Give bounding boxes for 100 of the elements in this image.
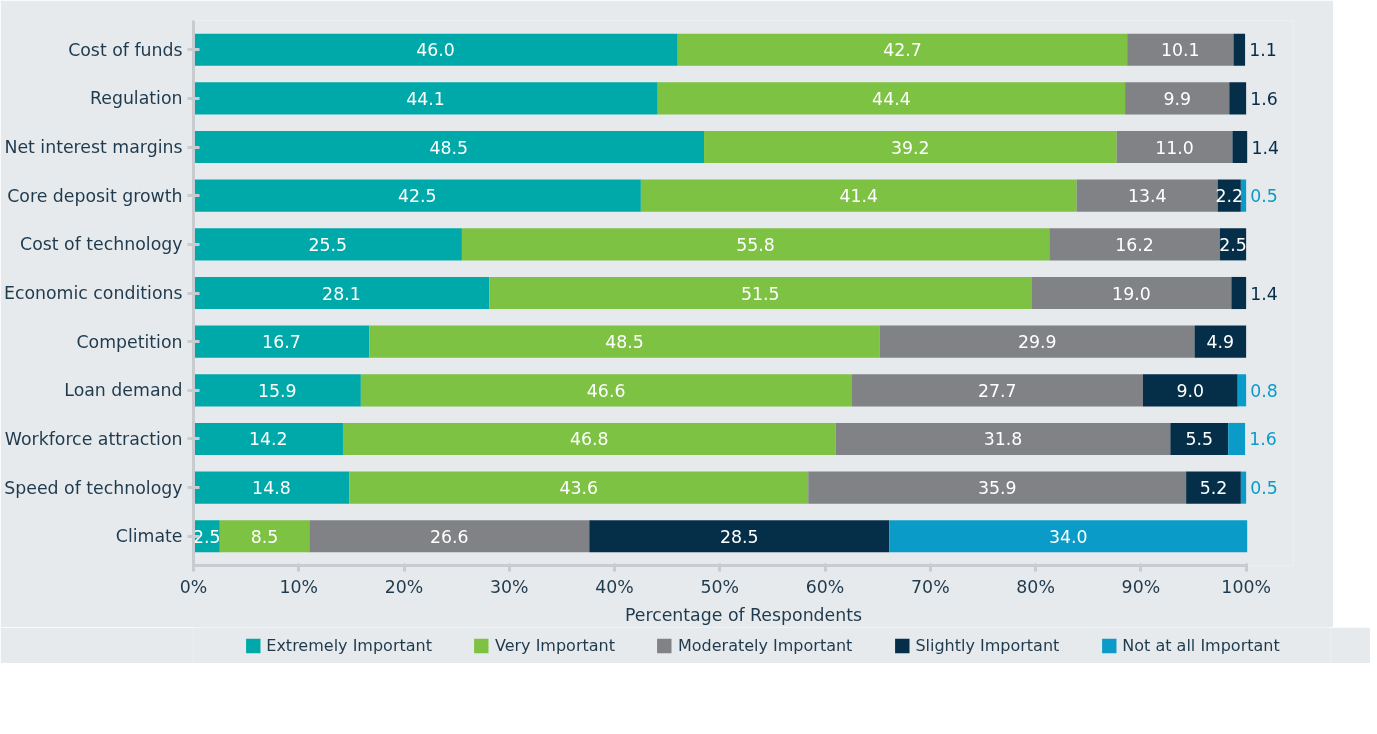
data-label: 16.7 [262,332,301,353]
data-label: 0.5 [1250,478,1278,499]
bar [1142,374,1238,407]
data-label: 28.1 [322,283,361,304]
bar [1116,130,1233,164]
x-tick-label: 10% [279,576,319,597]
bar [193,422,343,456]
data-label: 39.2 [891,137,930,158]
data-label: 9.0 [1176,380,1205,401]
bar [309,520,590,553]
bar [835,422,1171,456]
bar [461,228,1050,261]
bar [489,276,1032,310]
data-label: 26.6 [430,526,469,547]
data-label: 46.6 [586,380,626,401]
y-tick-label: Core deposit growth [7,185,183,206]
bar [589,520,890,553]
data-label: 1.6 [1249,429,1277,450]
bar [879,325,1195,358]
data-label: 1.6 [1250,88,1278,109]
bar [1186,471,1241,504]
data-label: 46.0 [416,40,455,61]
legend-label: Moderately Important [677,635,853,655]
x-tick-label: 50% [700,576,740,597]
bar [219,520,310,553]
bar [1170,422,1229,456]
data-label: 1.1 [1249,40,1277,61]
y-tick-label: Speed of technology [4,477,183,498]
legend-label: Not at all Important [1122,635,1280,655]
legend-label: Slightly Important [915,635,1060,655]
data-label: 5.2 [1199,478,1228,499]
bar [193,228,462,261]
x-axis-title: Percentage of Respondents [624,604,863,625]
bar [1240,179,1247,212]
bar [193,82,658,115]
data-label: 2.5 [1219,234,1247,255]
bar [657,82,1126,115]
bar [640,179,1077,212]
bar [1125,82,1230,115]
data-label: 46.8 [570,429,609,450]
bar [1233,33,1246,66]
bar [193,276,490,310]
data-label: 41.4 [839,186,879,207]
x-tick-label: 20% [384,576,424,597]
y-tick-label: Net interest margins [4,137,183,158]
bar [704,130,1117,164]
data-label: 43.6 [559,478,599,499]
data-label: 1.4 [1251,137,1279,158]
data-label: 48.5 [605,332,644,353]
bar [1049,228,1220,261]
bar [193,471,350,504]
bar [193,325,370,358]
data-label: 35.9 [977,478,1017,499]
y-tick-label: Cost of funds [68,39,183,60]
data-label: 1.4 [1250,283,1278,304]
y-tick-label: Loan demand [64,380,183,401]
x-tick-label: 100% [1221,576,1271,597]
bar [677,33,1128,66]
data-label: 2.5 [192,526,221,547]
data-label: 8.5 [250,526,279,547]
x-tick-label: 30% [490,576,529,597]
bar [889,520,1248,553]
data-label: 42.7 [883,40,922,61]
x-tick-label: 0% [179,576,208,597]
x-tick-label: 60% [805,576,845,597]
y-tick-label: Workforce attraction [4,428,183,449]
data-label: 14.2 [248,429,288,450]
data-label: 4.9 [1206,332,1235,353]
data-label: 44.1 [406,88,445,109]
data-label: 0.8 [1250,380,1278,401]
bar [193,179,641,212]
bar [369,325,880,358]
y-tick-label: Climate [115,526,183,547]
data-label: 51.5 [741,283,780,304]
bar [1232,130,1248,164]
data-label: 25.5 [308,234,348,255]
data-label: 5.5 [1185,429,1214,450]
data-label: 0.5 [1250,186,1278,207]
bar [1076,179,1218,212]
data-label: 15.9 [257,380,297,401]
bar [360,374,852,407]
data-label: 16.2 [1115,234,1154,255]
data-label: 55.8 [736,234,775,255]
data-label: 9.9 [1163,88,1191,109]
bar [193,374,361,407]
data-label: 29.9 [1017,332,1057,353]
bar [1127,33,1234,66]
bar [1228,422,1246,456]
data-label: 34.0 [1048,526,1088,547]
data-label: 48.5 [429,137,469,158]
y-tick-label: Economic conditions [3,283,183,303]
bar [342,422,836,456]
data-label: 13.4 [1127,186,1167,207]
data-label: 44.4 [872,88,911,109]
data-label: 14.8 [252,478,291,499]
legend-label: Extremely Important [266,635,432,655]
bar [1237,374,1247,407]
y-tick-label: Competition [76,331,183,352]
x-tick-label: 90% [1121,576,1161,597]
bar [349,471,809,504]
